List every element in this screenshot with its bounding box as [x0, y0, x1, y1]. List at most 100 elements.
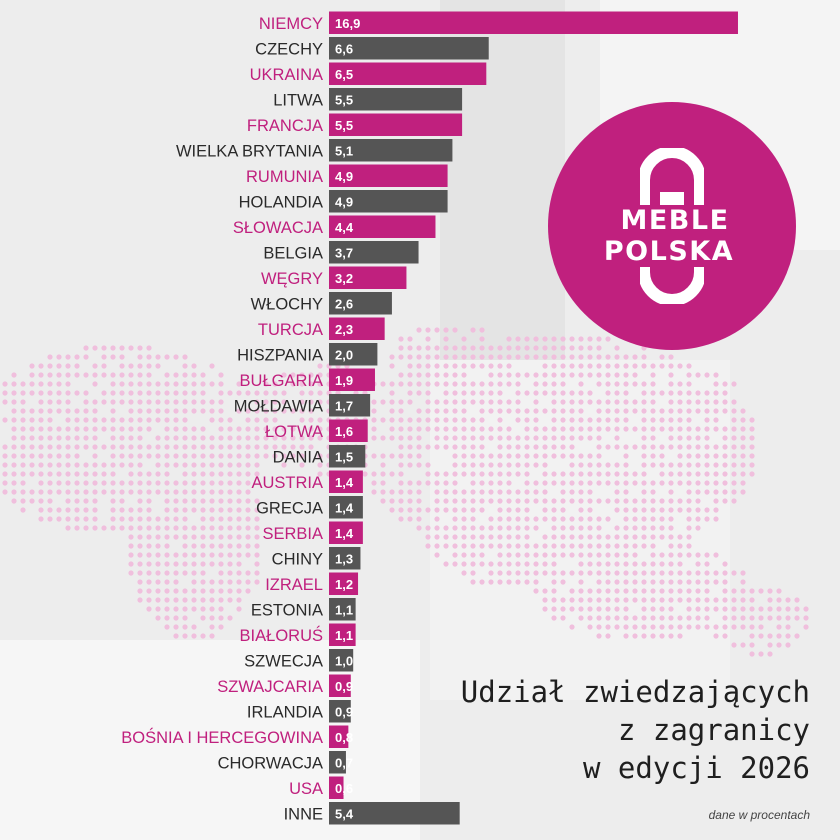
data-unit-note: dane w procentach — [708, 808, 810, 822]
bar — [329, 649, 354, 672]
bar — [329, 164, 448, 187]
category-label: HOLANDIA — [239, 193, 323, 211]
bar — [329, 11, 738, 34]
category-label: AUSTRIA — [251, 474, 323, 492]
category-label: CHINY — [272, 550, 323, 568]
bar — [329, 317, 385, 340]
bar — [329, 802, 460, 825]
category-label: RUMUNIA — [246, 168, 323, 186]
category-label: CZECHY — [255, 40, 323, 58]
bar-value-label: 2,6 — [335, 296, 353, 311]
category-label: IRLANDIA — [247, 703, 323, 721]
bar — [329, 598, 356, 621]
chart-title: Udział zwiedzających z zagranicy w edycj… — [390, 673, 810, 787]
bar — [329, 266, 407, 289]
bar-value-label: 1,3 — [335, 551, 353, 566]
category-label: WIELKA BRYTANIA — [176, 142, 323, 160]
bar — [329, 674, 351, 697]
bar-value-label: 0,6 — [335, 781, 353, 796]
bar-value-label: 3,2 — [335, 271, 353, 286]
category-label: GRECJA — [256, 499, 323, 517]
logo-text: MEBLE POLSKA — [548, 205, 796, 267]
bar — [329, 419, 368, 442]
category-label: LITWA — [273, 91, 323, 109]
category-label: SZWECJA — [244, 652, 323, 670]
bars: 16,9 NIEMCY 6,6 CZECHY 6,5 UKRAINA 5,5 LITWA 5,5… — [121, 11, 738, 825]
bar-value-label: 6,5 — [335, 67, 353, 82]
bar — [329, 547, 361, 570]
bar-value-label: 4,4 — [335, 220, 354, 235]
bar-value-label: 16,9 — [335, 16, 360, 31]
bar — [329, 521, 363, 544]
bar — [329, 88, 463, 111]
bar — [329, 700, 351, 723]
bar — [329, 215, 436, 238]
bar — [329, 37, 489, 60]
bar-value-label: 1,7 — [335, 398, 353, 413]
bar — [329, 394, 371, 417]
bar — [329, 496, 363, 519]
category-label: NIEMCY — [259, 15, 323, 33]
bar — [329, 343, 378, 366]
bar — [329, 445, 366, 468]
bar — [329, 572, 359, 595]
category-label: IZRAEL — [265, 576, 323, 594]
bar — [329, 725, 349, 748]
bar-value-label: 1,4 — [335, 526, 354, 541]
category-label: SERBIA — [262, 525, 323, 543]
category-label: BELGIA — [263, 244, 323, 262]
bar — [329, 368, 375, 391]
category-label: BUŁGARIA — [240, 372, 323, 390]
bar — [329, 292, 392, 315]
category-label: UKRAINA — [250, 66, 323, 84]
category-label: ŁOTWA — [265, 423, 323, 441]
bar-value-label: 1,1 — [335, 628, 353, 643]
bar-value-label: 5,4 — [335, 806, 354, 821]
bar-value-label: 0,9 — [335, 679, 353, 694]
category-label: WŁOCHY — [251, 295, 323, 313]
category-label: TURCJA — [258, 321, 323, 339]
category-label: MOŁDAWIA — [234, 397, 323, 415]
bar-value-label: 1,4 — [335, 500, 354, 515]
bar-value-label: 5,1 — [335, 143, 353, 158]
bar — [329, 190, 448, 213]
bar — [329, 139, 453, 162]
bar-value-label: 0,9 — [335, 704, 353, 719]
bar — [329, 776, 344, 799]
bar-value-label: 1,9 — [335, 373, 353, 388]
category-label: SŁOWACJA — [233, 219, 323, 237]
bar-value-label: 1,1 — [335, 602, 353, 617]
category-label: BOŚNIA I HERCEGOWINA — [121, 728, 323, 747]
bar — [329, 623, 356, 646]
bar — [329, 470, 363, 493]
category-label: SZWAJCARIA — [217, 678, 323, 696]
category-label: BIAŁORUŚ — [240, 626, 323, 645]
category-label: WĘGRY — [261, 270, 323, 288]
category-label: HISZPANIA — [237, 346, 323, 364]
bar-value-label: 0,8 — [335, 730, 353, 745]
bar-value-label: 1,5 — [335, 449, 353, 464]
bar-value-label: 4,9 — [335, 169, 353, 184]
bar-value-label: 5,5 — [335, 92, 353, 107]
bar-value-label: 1,4 — [335, 475, 354, 490]
bar-value-label: 1,0 — [335, 653, 353, 668]
category-label: USA — [289, 780, 323, 798]
bar — [329, 113, 463, 136]
category-label: CHORWACJA — [218, 754, 323, 772]
title-line-1: Udział zwiedzających — [460, 675, 810, 709]
bar — [329, 751, 346, 774]
bar-value-label: 3,7 — [335, 245, 353, 260]
category-label: DANIA — [273, 448, 323, 466]
category-label: ESTONIA — [251, 601, 323, 619]
bar-value-label: 2,3 — [335, 322, 353, 337]
bar-value-label: 5,5 — [335, 118, 353, 133]
meble-polska-logo: MEBLE POLSKA — [548, 102, 796, 350]
bar — [329, 62, 487, 85]
title-line-2: z zagranicy — [617, 713, 810, 747]
title-line-3: w edycji 2026 — [583, 751, 810, 785]
bar-value-label: 2,0 — [335, 347, 353, 362]
category-label: INNE — [284, 805, 323, 823]
bar-value-label: 6,6 — [335, 41, 353, 56]
bar-value-label: 0,7 — [335, 755, 353, 770]
